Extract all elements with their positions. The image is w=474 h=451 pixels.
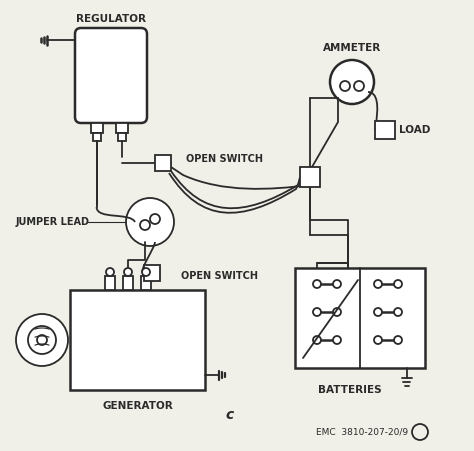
Text: REGULATOR: REGULATOR <box>76 14 146 24</box>
Text: JUMPER LEAD: JUMPER LEAD <box>16 217 90 227</box>
Text: OPEN SWITCH: OPEN SWITCH <box>182 271 258 281</box>
Circle shape <box>140 220 150 230</box>
Circle shape <box>412 424 428 440</box>
Circle shape <box>394 336 402 344</box>
Bar <box>91 123 102 133</box>
Circle shape <box>37 335 47 345</box>
Circle shape <box>313 336 321 344</box>
Text: LOAD: LOAD <box>399 125 431 135</box>
Text: GENERATOR: GENERATOR <box>102 401 173 411</box>
Circle shape <box>333 308 341 316</box>
Circle shape <box>374 308 382 316</box>
Bar <box>155 155 171 171</box>
Circle shape <box>150 214 160 224</box>
Text: AMMETER: AMMETER <box>323 43 381 53</box>
Text: c: c <box>226 408 234 422</box>
Bar <box>116 123 128 133</box>
Text: BATTERIES: BATTERIES <box>318 385 382 395</box>
Circle shape <box>354 81 364 91</box>
Circle shape <box>374 280 382 288</box>
Circle shape <box>340 81 350 91</box>
Circle shape <box>333 280 341 288</box>
Bar <box>144 265 160 281</box>
Circle shape <box>313 280 321 288</box>
Circle shape <box>394 280 402 288</box>
Bar <box>295 268 425 368</box>
Bar <box>375 121 395 139</box>
Bar <box>300 167 320 187</box>
Circle shape <box>126 198 174 246</box>
Circle shape <box>142 268 150 276</box>
Text: EMC  3810-207-20/9: EMC 3810-207-20/9 <box>316 428 408 437</box>
Bar <box>123 276 133 290</box>
Text: 2: 2 <box>417 428 423 437</box>
Bar <box>141 276 151 290</box>
Circle shape <box>106 268 114 276</box>
Circle shape <box>16 314 68 366</box>
Circle shape <box>330 60 374 104</box>
Circle shape <box>394 308 402 316</box>
Text: OPEN SWITCH: OPEN SWITCH <box>186 154 264 164</box>
Circle shape <box>28 326 56 354</box>
Bar <box>70 290 205 390</box>
FancyBboxPatch shape <box>75 28 147 123</box>
Circle shape <box>124 268 132 276</box>
Bar <box>118 133 126 141</box>
Circle shape <box>313 308 321 316</box>
Bar <box>105 276 115 290</box>
Bar <box>92 133 100 141</box>
Circle shape <box>333 336 341 344</box>
Circle shape <box>374 336 382 344</box>
